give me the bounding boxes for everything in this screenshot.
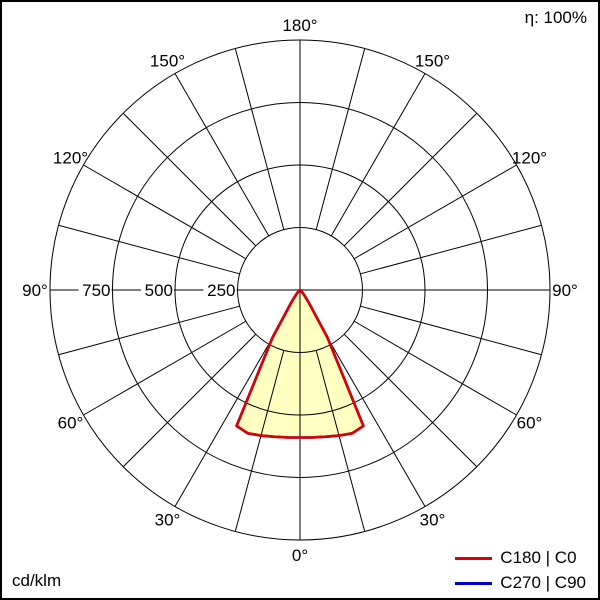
svg-text:120°: 120° [512, 149, 547, 168]
efficiency-label: η: 100% [524, 8, 587, 27]
legend-line-blue-icon [455, 581, 493, 585]
legend-item-c180-c0: C180 | C0 [455, 548, 577, 568]
curve-c180-c0 [235, 288, 365, 439]
legend-label-c270-c90: C270 | C90 [500, 573, 586, 592]
legend: C180 | C0 C270 | C90 [455, 548, 586, 593]
svg-text:250: 250 [207, 281, 235, 300]
svg-text:90°: 90° [552, 281, 578, 300]
svg-text:750: 750 [82, 281, 110, 300]
svg-text:30°: 30° [155, 511, 181, 530]
svg-text:120°: 120° [53, 149, 88, 168]
svg-text:60°: 60° [517, 414, 543, 433]
unit-label: cd/klm [12, 571, 62, 590]
svg-text:180°: 180° [282, 16, 317, 35]
svg-text:150°: 150° [415, 52, 450, 71]
polar-grid [49, 39, 551, 541]
radial-tick-labels: 250 500 750 [78, 280, 237, 300]
angle-labels: 0° 30° 30° 60° 60° 90° 90° 120° 120° 150° 150° 180° [22, 16, 578, 565]
svg-text:90°: 90° [22, 281, 48, 300]
legend-label-c180-c0: C180 | C0 [500, 548, 577, 567]
legend-line-red-icon [455, 556, 493, 560]
svg-text:500: 500 [145, 281, 173, 300]
svg-text:150°: 150° [150, 52, 185, 71]
svg-text:60°: 60° [58, 414, 84, 433]
legend-item-c270-c90: C270 | C90 [455, 573, 586, 593]
svg-text:30°: 30° [420, 511, 446, 530]
svg-text:0°: 0° [292, 546, 308, 565]
